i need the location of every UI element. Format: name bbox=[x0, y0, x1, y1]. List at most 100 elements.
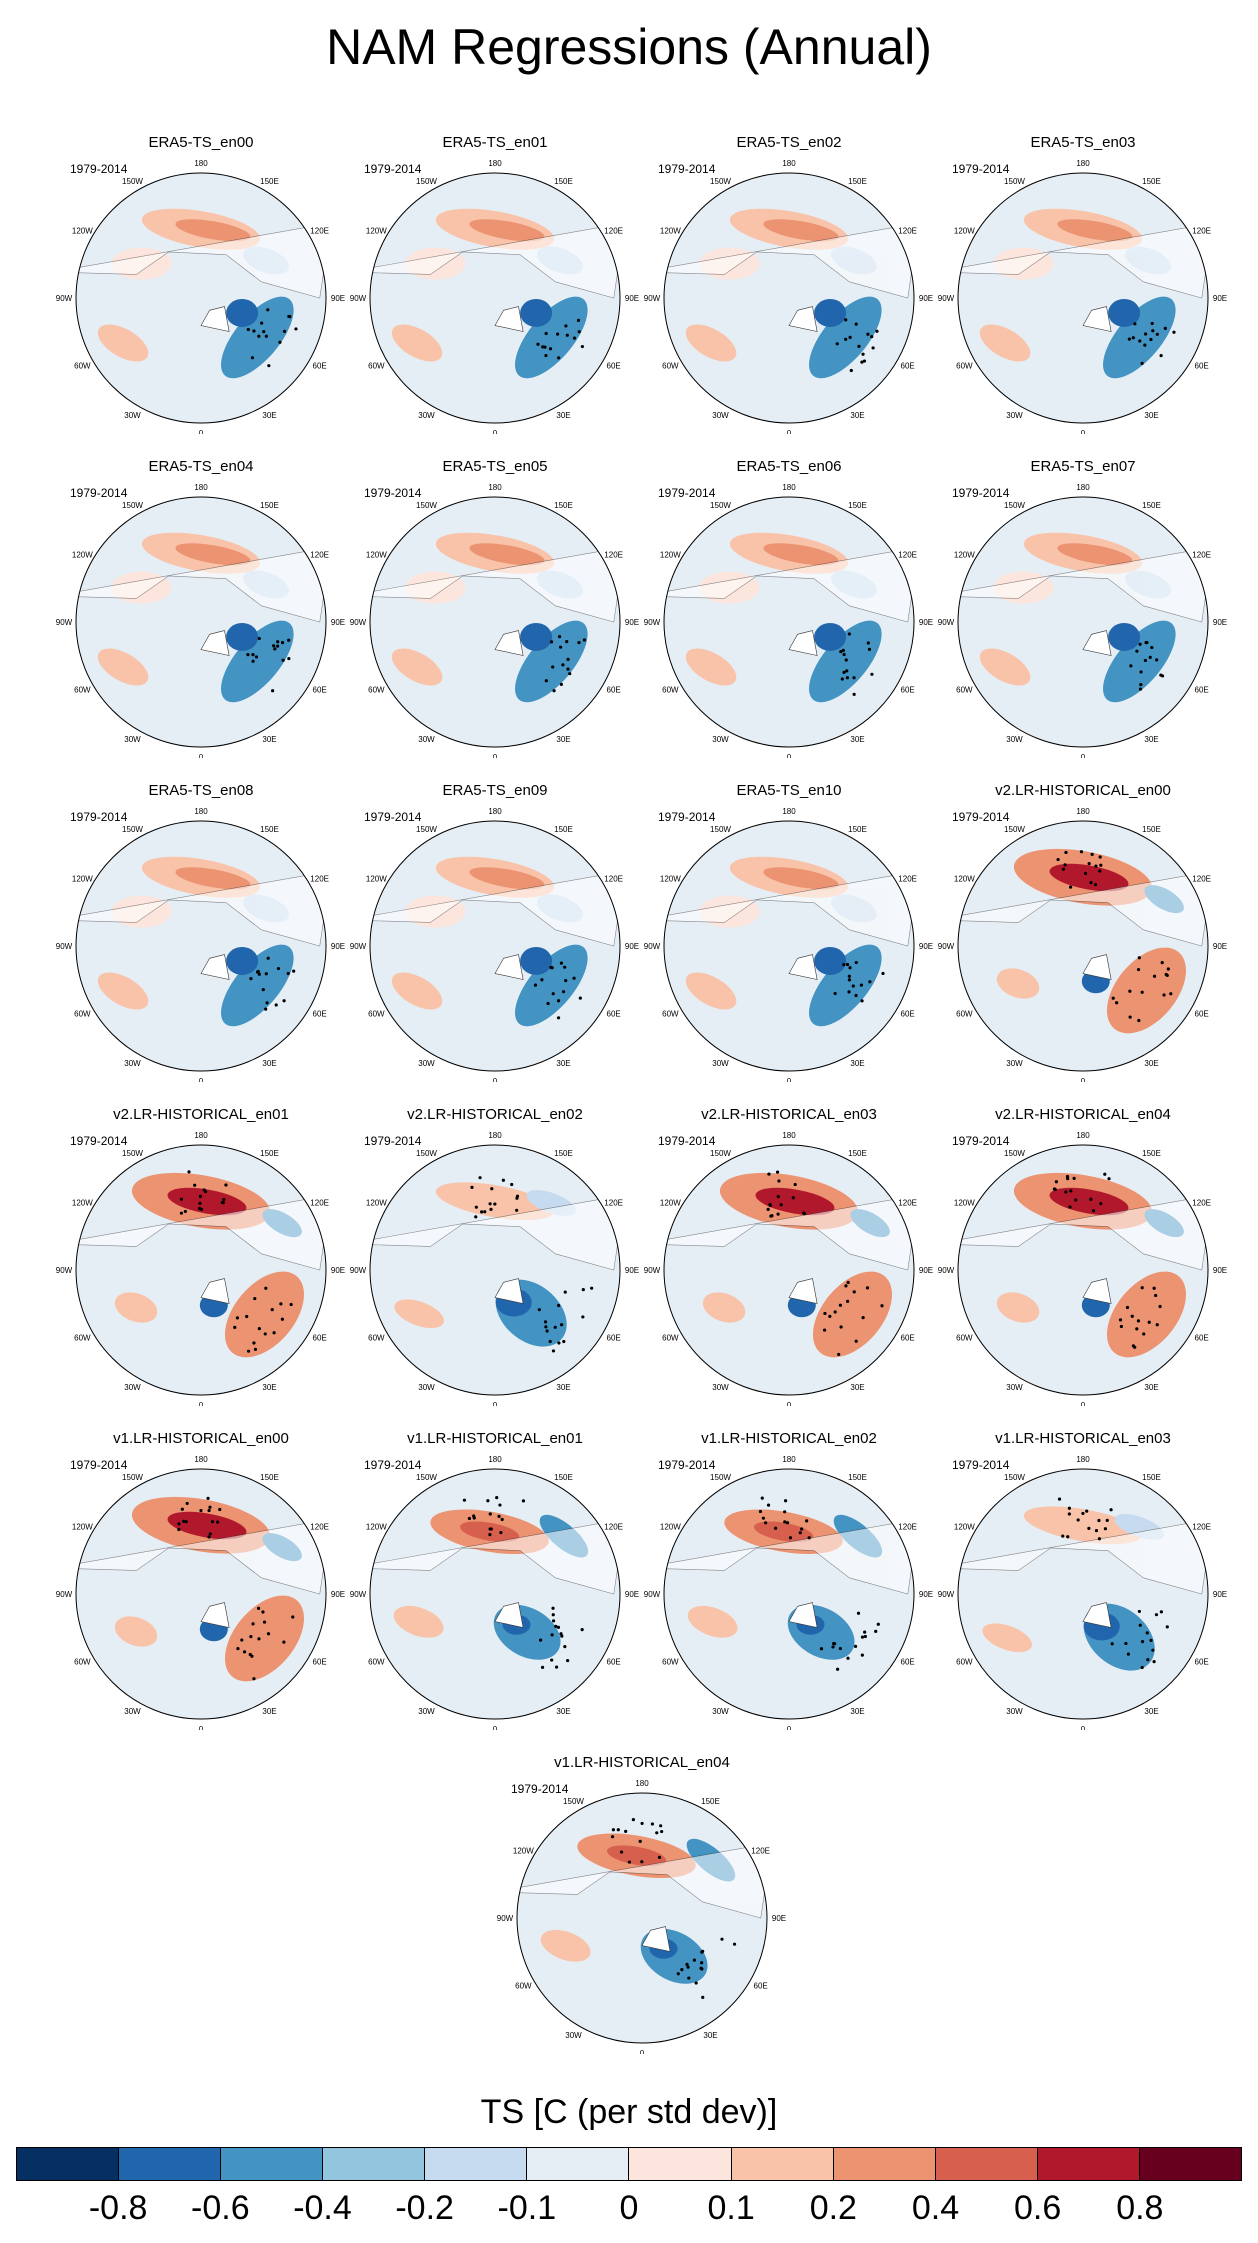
greenland-outline bbox=[1082, 1278, 1112, 1304]
labrador-cold-core bbox=[1108, 622, 1141, 651]
stipple-dot bbox=[610, 1835, 615, 1839]
greenland-outline bbox=[788, 1278, 818, 1304]
stipple-dot bbox=[1127, 337, 1131, 341]
panel-title: ERA5-TS_en07 bbox=[1030, 458, 1136, 475]
colorbar-swatch bbox=[17, 2148, 120, 2180]
lon-label: 30W bbox=[1006, 411, 1023, 420]
lon-label: 120W bbox=[954, 227, 975, 236]
stipple-dot bbox=[805, 1519, 809, 1523]
europe-warm-anomaly bbox=[685, 648, 737, 686]
stipple-dot bbox=[846, 1299, 850, 1303]
significance-stippling bbox=[536, 318, 584, 360]
stipple-dot bbox=[566, 667, 570, 671]
panel-title: ERA5-TS_en09 bbox=[442, 782, 548, 799]
lon-label: 30E bbox=[556, 1059, 570, 1068]
lon-label: 180 bbox=[782, 483, 796, 492]
greenland-outline bbox=[788, 306, 818, 332]
stipple-dot bbox=[659, 1824, 663, 1828]
stipple-dot bbox=[515, 1208, 519, 1212]
polar-map: 180 150E 120E 90E 60E 30E 0 30W 60W 90W 120W 150W bbox=[56, 159, 345, 434]
stipple-dot bbox=[852, 1290, 856, 1294]
lon-label: 60E bbox=[1195, 686, 1209, 695]
stipple-dot bbox=[822, 1328, 827, 1332]
stipple-dot bbox=[271, 689, 275, 693]
lon-label: 90E bbox=[1213, 294, 1227, 303]
stipple-dot bbox=[260, 321, 264, 325]
map-border bbox=[516, 1792, 768, 2044]
panel-title: ERA5-TS_en10 bbox=[736, 782, 842, 799]
stipple-dot bbox=[264, 972, 268, 976]
map-panel: ERA5-TS_en04 1979-2014 180 150E 120E 90E 60E 30… bbox=[56, 458, 346, 758]
stipple-dot bbox=[1150, 321, 1154, 326]
stipple-dot bbox=[1098, 869, 1102, 873]
stipple-dot bbox=[1166, 967, 1170, 971]
lon-label: 30W bbox=[1006, 1059, 1023, 1068]
map-border bbox=[663, 1468, 915, 1720]
panel-title: ERA5-TS_en05 bbox=[442, 458, 548, 475]
lon-label: 90W bbox=[938, 1266, 955, 1275]
stipple-dot bbox=[694, 1981, 698, 1985]
greenland-outline bbox=[494, 306, 524, 332]
europe-warm-anomaly bbox=[391, 648, 443, 686]
lon-label: 0 bbox=[787, 1725, 792, 1730]
stipple-dot bbox=[559, 682, 563, 686]
stipple-dot bbox=[874, 1629, 878, 1633]
stipple-dot bbox=[256, 1606, 261, 1610]
lon-label: 60W bbox=[662, 686, 679, 695]
land-outline bbox=[664, 546, 914, 623]
map-background bbox=[958, 1469, 1208, 1719]
pacific-core-anomaly bbox=[763, 867, 839, 890]
lon-label: 60E bbox=[313, 1010, 327, 1019]
lon-label: 150E bbox=[848, 1473, 867, 1482]
stipple-dot bbox=[844, 658, 848, 662]
stipple-dot bbox=[550, 1633, 554, 1637]
stipple-dot bbox=[235, 1316, 240, 1320]
lon-label: 120W bbox=[660, 551, 681, 560]
lon-label: 90W bbox=[56, 1590, 73, 1599]
stipple-dot bbox=[776, 1195, 780, 1199]
land-outline bbox=[958, 546, 1208, 623]
stipple-dot bbox=[245, 1314, 249, 1319]
greenland-outline bbox=[494, 954, 524, 980]
lon-label: 120W bbox=[72, 1523, 93, 1532]
lon-label: 30E bbox=[703, 2031, 717, 2040]
lon-label: 90W bbox=[497, 1914, 514, 1923]
stipple-dot bbox=[1064, 1190, 1068, 1194]
map-border bbox=[957, 172, 1209, 424]
colorbar-tick-label: 0.6 bbox=[1014, 2189, 1062, 2227]
lon-label: 150W bbox=[1004, 825, 1025, 834]
stipple-dot bbox=[611, 1828, 615, 1832]
lon-label: 90W bbox=[644, 1266, 661, 1275]
stipple-dot bbox=[1172, 330, 1176, 334]
stipple-dot bbox=[1137, 956, 1141, 960]
greenland-outline bbox=[1082, 1602, 1112, 1628]
lon-label: 90W bbox=[350, 294, 367, 303]
polar-map: 180 150E 120E 90E 60E 30E 0 30W 60W 90W 120W 150W bbox=[497, 1779, 786, 2054]
stipple-dot bbox=[1091, 1209, 1096, 1213]
stipple-dot bbox=[500, 1517, 504, 1522]
europe-warm-anomaly bbox=[979, 648, 1031, 686]
lon-label: 60W bbox=[956, 1334, 973, 1343]
stipple-dot bbox=[768, 1202, 772, 1207]
lon-label: 150W bbox=[710, 501, 731, 510]
lon-label: 30W bbox=[418, 735, 435, 744]
stipple-dot bbox=[1140, 1286, 1144, 1290]
greenland-outline bbox=[494, 1278, 524, 1304]
labrador-cold-core bbox=[226, 298, 259, 327]
polar-map: 180 150E 120E 90E 60E 30E 0 30W 60W 90W 120W 150W bbox=[350, 1455, 639, 1730]
lon-label: 120E bbox=[898, 551, 917, 560]
lon-label: 60E bbox=[901, 1334, 915, 1343]
stipple-dot bbox=[1089, 1197, 1093, 1201]
map-border bbox=[957, 496, 1209, 748]
land-outline bbox=[76, 546, 326, 623]
panel-period: 1979-2014 bbox=[70, 810, 128, 824]
lon-label: 120E bbox=[898, 875, 917, 884]
stipple-dot bbox=[766, 1207, 770, 1211]
atlantic-warm-anomaly bbox=[224, 1271, 304, 1358]
stipple-dot bbox=[550, 1658, 554, 1662]
stipple-dot bbox=[179, 1211, 184, 1215]
land-outline bbox=[958, 1518, 1208, 1595]
stipple-dot bbox=[854, 1339, 858, 1343]
panel-grid: ERA5-TS_en00 1979-2014 180 150E 120E 90E 60E 30… bbox=[56, 134, 1227, 2054]
lon-label: 150W bbox=[1004, 1149, 1025, 1158]
